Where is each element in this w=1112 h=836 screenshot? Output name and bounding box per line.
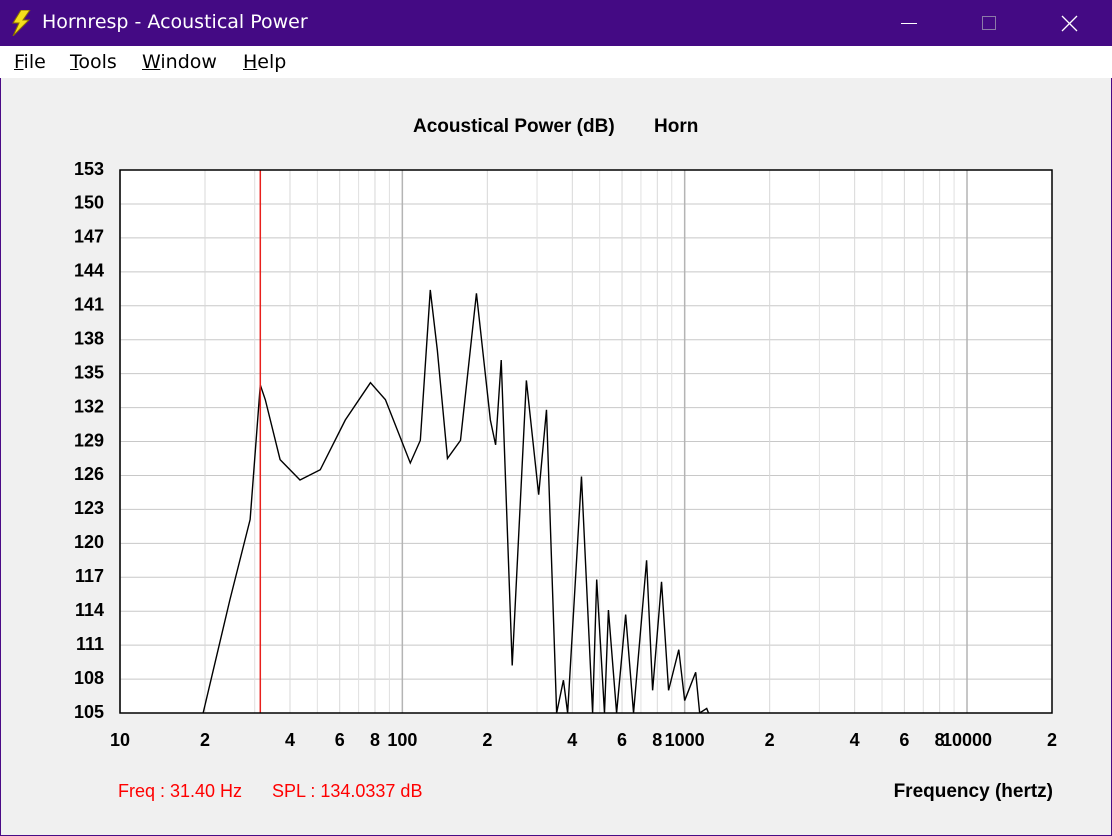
plot-frame bbox=[119, 169, 1053, 714]
x-tick-label: 8 bbox=[935, 730, 945, 750]
x-tick-label: 6 bbox=[617, 730, 627, 750]
y-tick-label: 138 bbox=[74, 328, 104, 348]
y-tick-label: 123 bbox=[74, 498, 104, 518]
maximize-button bbox=[982, 16, 996, 30]
x-tick-label: 6 bbox=[335, 730, 345, 750]
title-bar: Hornresp - Acoustical Power bbox=[0, 0, 1112, 46]
y-tick-label: 153 bbox=[74, 159, 104, 179]
window-controls bbox=[901, 15, 1078, 32]
x-tick-label: 2 bbox=[200, 730, 210, 750]
x-tick-label: 100 bbox=[387, 730, 417, 750]
y-tick-label: 150 bbox=[74, 193, 104, 213]
x-tick-label: 1000 bbox=[665, 730, 705, 750]
x-tick-label: 10000 bbox=[942, 730, 992, 750]
window-title: Hornresp - Acoustical Power bbox=[42, 11, 308, 33]
close-button[interactable] bbox=[1061, 15, 1078, 32]
y-tick-label: 135 bbox=[74, 362, 104, 382]
x-tick-label: 2 bbox=[765, 730, 775, 750]
y-tick-label: 144 bbox=[74, 261, 104, 281]
menu-item[interactable]: File bbox=[14, 51, 46, 73]
y-tick-label: 129 bbox=[74, 430, 104, 450]
x-tick-label: 8 bbox=[652, 730, 662, 750]
data-line bbox=[202, 289, 710, 713]
status-freq: Freq : 31.40 Hz bbox=[118, 781, 242, 801]
x-tick-label: 2 bbox=[1047, 730, 1057, 750]
menu-bar: File Tools Window Help bbox=[0, 46, 1112, 78]
x-tick-label: 6 bbox=[899, 730, 909, 750]
y-tick-label: 132 bbox=[74, 396, 104, 416]
chart-title: Acoustical Power (dB) bbox=[413, 116, 615, 137]
x-tick-label: 8 bbox=[370, 730, 380, 750]
menu-item[interactable]: Tools bbox=[70, 51, 117, 73]
y-tick-label: 111 bbox=[76, 634, 104, 654]
y-tick-label: 117 bbox=[75, 566, 104, 586]
x-tick-label: 4 bbox=[850, 730, 860, 750]
app-icon bbox=[12, 10, 31, 36]
y-tick-label: 120 bbox=[74, 532, 104, 552]
y-tick-label: 114 bbox=[75, 600, 104, 620]
x-tick-label: 4 bbox=[285, 730, 295, 750]
menu-item[interactable]: Help bbox=[243, 51, 287, 73]
x-tick-label: 2 bbox=[482, 730, 492, 750]
y-tick-label: 108 bbox=[74, 668, 104, 688]
status-spl: SPL : 134.0337 dB bbox=[272, 781, 422, 801]
chart-subtitle: Horn bbox=[654, 116, 698, 137]
x-tick-label: 4 bbox=[567, 730, 577, 750]
y-tick-label: 105 bbox=[74, 702, 104, 722]
x-tick-label: 10 bbox=[110, 730, 130, 750]
y-tick-label: 147 bbox=[74, 227, 104, 247]
x-axis-label: Frequency (hertz) bbox=[894, 781, 1053, 802]
menu-item[interactable]: Window bbox=[142, 51, 217, 73]
y-tick-label: 126 bbox=[74, 464, 104, 484]
y-tick-label: 141 bbox=[74, 295, 104, 315]
